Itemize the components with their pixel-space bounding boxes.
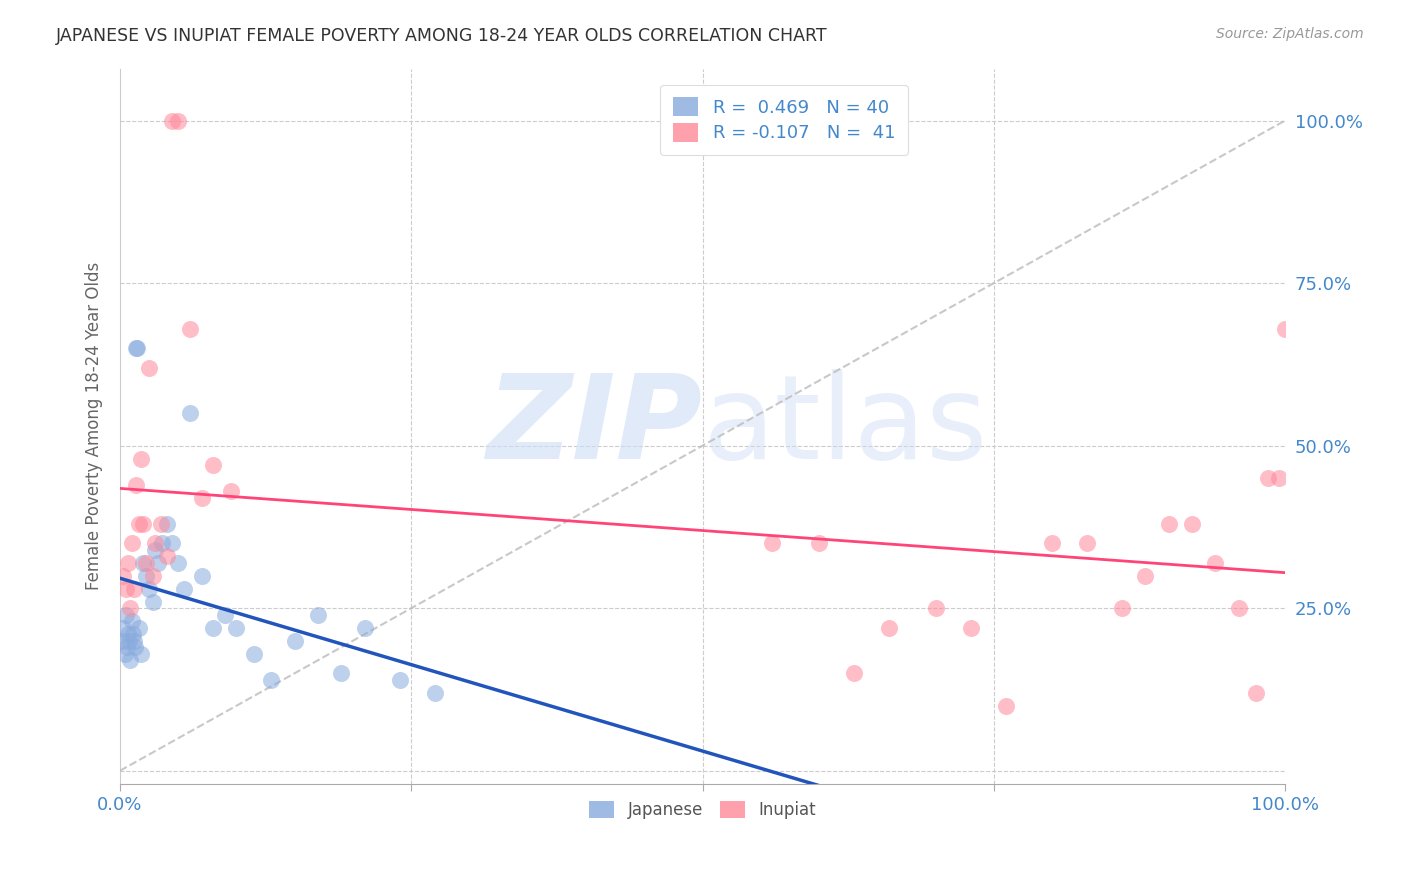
Point <box>1227 601 1250 615</box>
Point <box>132 516 155 531</box>
Point <box>128 621 150 635</box>
Point <box>121 536 143 550</box>
Point <box>307 607 329 622</box>
Text: ZIP: ZIP <box>486 368 703 483</box>
Point <box>388 673 411 687</box>
Point <box>112 568 135 582</box>
Point <box>1157 516 1180 531</box>
Point <box>135 568 157 582</box>
Point <box>149 516 172 531</box>
Legend: Japanese, Inupiat: Japanese, Inupiat <box>582 794 823 825</box>
Point <box>143 542 166 557</box>
Point <box>1268 471 1291 485</box>
Point <box>148 556 170 570</box>
Point <box>1040 536 1063 550</box>
Point <box>1204 556 1226 570</box>
Point <box>138 582 160 596</box>
Point <box>190 568 212 582</box>
Point <box>125 341 148 355</box>
Point <box>122 633 145 648</box>
Text: atlas: atlas <box>703 368 988 483</box>
Point <box>142 568 165 582</box>
Point <box>225 621 247 635</box>
Point <box>877 621 900 635</box>
Point <box>121 614 143 628</box>
Point <box>124 640 146 655</box>
Point <box>190 491 212 505</box>
Point <box>132 556 155 570</box>
Point <box>162 113 184 128</box>
Point <box>214 607 236 622</box>
Point <box>1274 321 1296 335</box>
Point <box>173 582 195 596</box>
Point <box>219 484 242 499</box>
Point <box>155 549 177 564</box>
Point <box>114 582 136 596</box>
Point <box>127 341 149 355</box>
Point <box>167 113 190 128</box>
Point <box>120 601 142 615</box>
Point <box>202 458 225 472</box>
Point <box>118 633 141 648</box>
Point <box>179 321 201 335</box>
Point <box>114 647 136 661</box>
Point <box>1111 601 1133 615</box>
Point <box>120 653 142 667</box>
Point <box>179 406 201 420</box>
Point <box>115 640 138 655</box>
Point <box>1135 568 1157 582</box>
Point <box>155 516 177 531</box>
Point <box>1244 686 1267 700</box>
Point <box>808 536 831 550</box>
Point <box>284 633 307 648</box>
Point <box>162 536 184 550</box>
Point <box>761 536 783 550</box>
Point <box>143 536 166 550</box>
Point <box>129 451 152 466</box>
Point <box>135 556 157 570</box>
Text: Source: ZipAtlas.com: Source: ZipAtlas.com <box>1216 27 1364 41</box>
Point <box>117 556 139 570</box>
Point <box>243 647 266 661</box>
Point <box>167 556 190 570</box>
Point <box>122 582 145 596</box>
Point <box>117 627 139 641</box>
Point <box>138 360 160 375</box>
Point <box>330 666 353 681</box>
Point <box>260 673 283 687</box>
Point <box>112 621 135 635</box>
Point <box>842 666 865 681</box>
Point <box>959 621 981 635</box>
Point <box>111 633 134 648</box>
Point <box>121 627 143 641</box>
Text: JAPANESE VS INUPIAT FEMALE POVERTY AMONG 18-24 YEAR OLDS CORRELATION CHART: JAPANESE VS INUPIAT FEMALE POVERTY AMONG… <box>56 27 828 45</box>
Point <box>1181 516 1204 531</box>
Point <box>1257 471 1279 485</box>
Point <box>129 647 152 661</box>
Point <box>128 516 150 531</box>
Point <box>423 686 446 700</box>
Point <box>150 536 173 550</box>
Point <box>353 621 375 635</box>
Point <box>1076 536 1098 550</box>
Point <box>125 477 148 491</box>
Point <box>924 601 946 615</box>
Point <box>142 595 165 609</box>
Y-axis label: Female Poverty Among 18-24 Year Olds: Female Poverty Among 18-24 Year Olds <box>86 262 103 591</box>
Point <box>994 698 1017 713</box>
Point <box>114 607 136 622</box>
Point <box>202 621 225 635</box>
